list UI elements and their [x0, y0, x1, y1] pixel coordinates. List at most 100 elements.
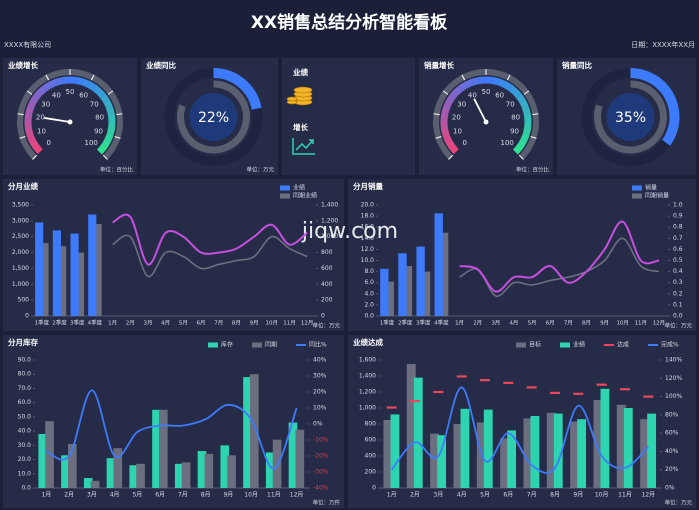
bar — [546, 412, 556, 488]
legend-swatch — [632, 193, 642, 199]
gauge-band — [29, 139, 39, 149]
y2-tick-label: -20% — [313, 453, 329, 460]
y-tick-label: 20.0 — [361, 202, 375, 209]
legend-label: 同期销量 — [645, 192, 669, 200]
gauge-band — [97, 89, 108, 100]
gauge-band — [517, 95, 527, 105]
x-tick-label: 4季度 — [434, 319, 449, 327]
bar — [500, 438, 510, 488]
y-tick-label: 4.0 — [364, 290, 374, 297]
kpi-label: 业绩 — [293, 67, 308, 77]
gauge-band — [107, 121, 116, 130]
bar — [129, 465, 139, 488]
legend-swatch — [280, 185, 290, 191]
x-tick-label: 9月 — [573, 492, 583, 499]
gauge-band — [440, 121, 448, 130]
gauge-tick-label: 40 — [468, 91, 477, 99]
bar — [483, 409, 493, 488]
bar — [249, 374, 259, 488]
gauge-band — [445, 94, 456, 105]
bar — [434, 213, 443, 316]
legend-swatch — [280, 193, 290, 199]
gauge-band — [442, 133, 452, 143]
gauge-band — [49, 78, 59, 88]
line — [459, 237, 660, 297]
bar — [40, 243, 49, 316]
legend-label: 业绩 — [293, 184, 305, 192]
gauge-tick — [17, 113, 24, 116]
gauge-band — [485, 76, 494, 85]
y2-tick-label: -10% — [313, 437, 329, 444]
unit-label: 单位：万元 — [664, 322, 692, 330]
gauge-tick — [26, 90, 33, 95]
gauge-tick-label: 20 — [452, 113, 461, 121]
x-tick-label: 4月 — [161, 320, 170, 327]
gauge-band — [524, 114, 532, 123]
x-tick-label: 10月 — [266, 320, 279, 327]
gauge-tick — [32, 154, 38, 160]
y2-tick-label: 10% — [313, 405, 327, 412]
gauge-hub — [483, 119, 489, 125]
x-tick-label: 9月 — [223, 492, 233, 499]
bar — [106, 458, 116, 488]
legend-swatch — [516, 342, 526, 348]
bar — [421, 271, 431, 316]
gauge-band — [96, 144, 107, 155]
legend-label: 业绩 — [573, 341, 585, 349]
y2-tick-label: 0.6 — [673, 246, 683, 253]
gauge-band — [92, 85, 103, 96]
x-tick-label: 8月 — [201, 492, 211, 499]
unit-label: 单位：万元 — [246, 166, 274, 174]
bar — [227, 455, 236, 488]
legend-swatch — [252, 342, 262, 348]
y-tick-label: 2.0 — [364, 301, 374, 308]
x-tick-label: 6月 — [503, 492, 513, 499]
x-tick-label: 9月 — [250, 320, 259, 327]
gauge-band — [459, 81, 469, 91]
bar — [437, 435, 447, 488]
gauge-tick — [114, 136, 121, 139]
gauge-band — [491, 77, 501, 86]
bar — [616, 404, 626, 488]
legend-label: 同期业绩 — [293, 192, 317, 200]
y-tick-label: 10.0 — [361, 257, 375, 264]
x-tick-label: 4月 — [509, 320, 518, 327]
gauge-tick — [107, 90, 114, 95]
gauge-tick — [532, 113, 539, 116]
gauge-tick-label: 0 — [463, 139, 467, 147]
bar — [385, 281, 394, 316]
gauge-band — [108, 114, 116, 123]
y-tick-label: 1,500 — [12, 265, 29, 272]
x-tick-label: 2月 — [64, 492, 74, 499]
x-tick-label: 5月 — [480, 492, 490, 499]
legend-label: 达成 — [617, 341, 629, 349]
gauge-band — [55, 76, 65, 86]
y2-tick-label: 120% — [665, 375, 682, 382]
bar — [52, 230, 61, 316]
panel-title: 分月销量 — [353, 181, 383, 191]
bar — [383, 420, 393, 488]
gauge-tick-label: 90 — [94, 127, 103, 135]
gauge-band — [522, 127, 531, 137]
gauge-tick-label: 30 — [457, 100, 466, 108]
x-tick-label: 6月 — [197, 320, 206, 327]
gauge-tick-label: 60 — [495, 91, 504, 99]
y-tick-label: 6.0 — [364, 279, 374, 286]
x-tick-label: 12月 — [642, 492, 656, 499]
title: XX销售总结分析智能看板 — [251, 12, 448, 33]
gauge-needle — [473, 98, 487, 123]
gauge-band — [523, 121, 532, 130]
gauge-band — [440, 114, 449, 123]
gauge-tick — [530, 136, 537, 139]
bar — [58, 246, 67, 316]
x-tick-label: 3月 — [87, 492, 97, 499]
gauge-band — [440, 127, 450, 137]
gauge-tick-label: 70 — [90, 100, 99, 108]
y2-tick-label: 800 — [321, 249, 333, 256]
y2-tick-label: 1,000 — [321, 233, 338, 240]
gauge-tick — [433, 113, 440, 116]
line — [112, 213, 308, 266]
y-tick-label: 14.0 — [361, 235, 375, 242]
gauge-band — [520, 133, 530, 144]
y-tick-label: 2,000 — [12, 249, 29, 256]
